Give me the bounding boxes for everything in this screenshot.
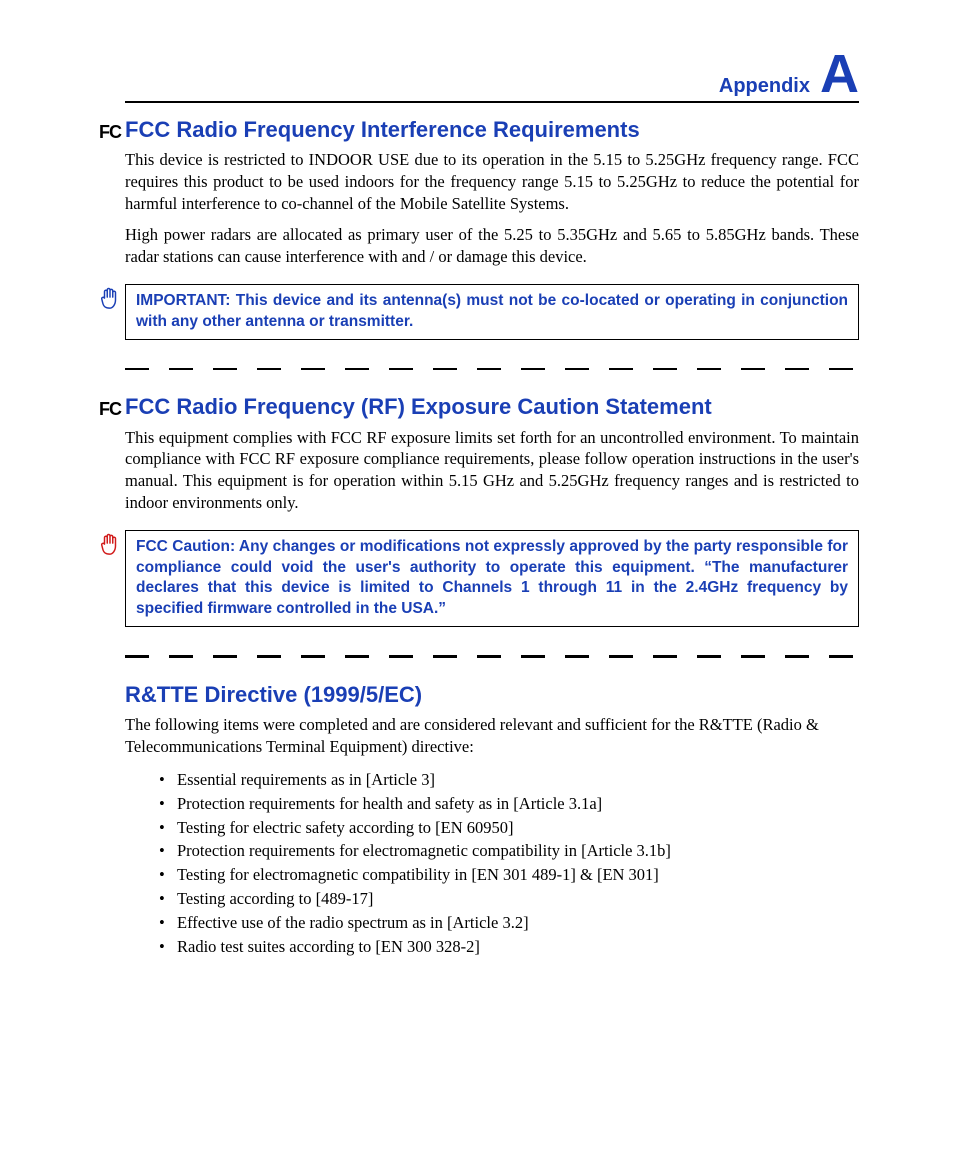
page-header: Appendix A	[125, 50, 859, 103]
section-title: FCC Radio Frequency (RF) Exposure Cautio…	[125, 394, 859, 420]
list-item: Testing for electromagnetic compatibilit…	[159, 863, 859, 887]
section-divider	[125, 653, 859, 658]
fcc-logo-icon: FC	[95, 117, 125, 141]
list-item: Effective use of the radio spectrum as i…	[159, 911, 859, 935]
fcc-logo-icon: FC	[95, 394, 125, 418]
body-paragraph: This equipment complies with FCC RF expo…	[125, 427, 859, 514]
list-item: Protection requirements for health and s…	[159, 792, 859, 816]
empty-gutter	[95, 682, 125, 684]
list-item: Protection requirements for electromagne…	[159, 839, 859, 863]
appendix-label: Appendix	[719, 75, 810, 98]
body-paragraph: This device is restricted to INDOOR USE …	[125, 149, 859, 214]
section-rtte: R&TTE Directive (1999/5/EC) The followin…	[95, 682, 859, 959]
requirements-list: Essential requirements as in [Article 3]…	[159, 768, 859, 959]
important-note: IMPORTANT: This device and its antenna(s…	[125, 284, 859, 340]
page: Appendix A FC FCC Radio Frequency Interf…	[0, 0, 954, 1155]
section-title: FCC Radio Frequency Interference Require…	[125, 117, 859, 143]
section-fcc-interference: FC FCC Radio Frequency Interference Requ…	[95, 117, 859, 340]
list-item: Essential requirements as in [Article 3]	[159, 768, 859, 792]
body-paragraph: High power radars are allocated as prima…	[125, 224, 859, 268]
section-title: R&TTE Directive (1999/5/EC)	[125, 682, 859, 708]
list-item: Testing according to [489-17]	[159, 887, 859, 911]
body-paragraph: The following items were completed and a…	[125, 714, 859, 758]
section-fcc-exposure: FC FCC Radio Frequency (RF) Exposure Cau…	[95, 394, 859, 627]
hand-stop-icon	[95, 284, 125, 312]
list-item: Radio test suites according to [EN 300 3…	[159, 935, 859, 959]
appendix-letter: A	[820, 50, 859, 99]
hand-warning-icon	[95, 530, 125, 558]
list-item: Testing for electric safety according to…	[159, 816, 859, 840]
section-divider	[125, 366, 859, 371]
caution-note: FCC Caution: Any changes or modification…	[125, 530, 859, 628]
